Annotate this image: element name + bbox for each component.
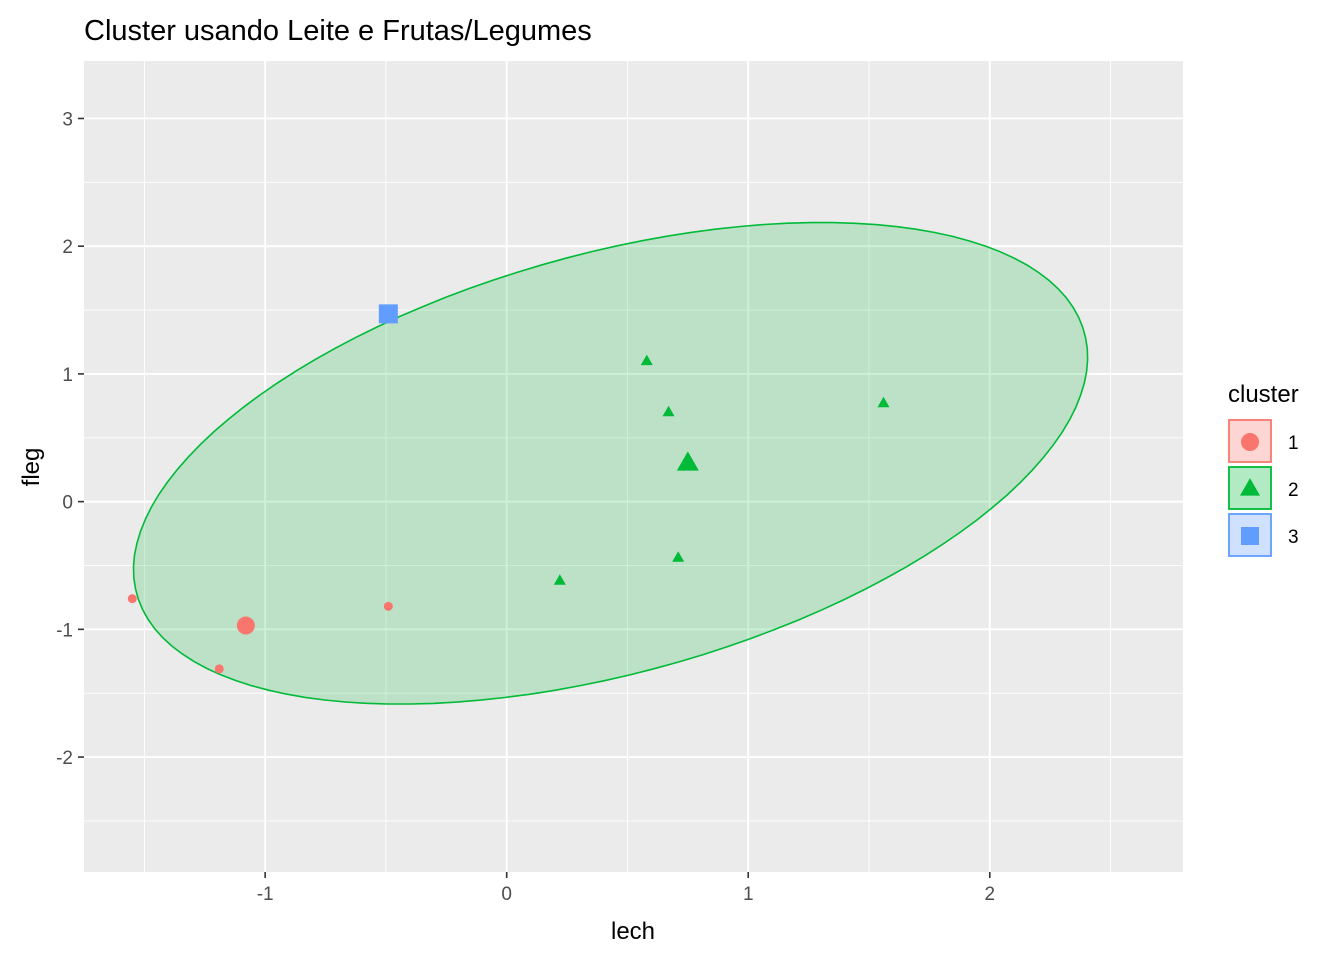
plot-panel bbox=[84, 61, 1183, 872]
x-axis-title: lech bbox=[611, 918, 655, 945]
legend-label: 1 bbox=[1288, 433, 1299, 454]
minor-gridlines bbox=[84, 61, 1183, 872]
legend-item-3: 3 bbox=[1228, 513, 1299, 557]
legend-label: 3 bbox=[1288, 527, 1299, 548]
data-points bbox=[127, 304, 890, 674]
x-axis-ticks: -1 0 1 2 bbox=[257, 872, 995, 905]
point-cluster-2 bbox=[553, 574, 566, 585]
x-tick-label: 2 bbox=[984, 884, 995, 905]
y-axis-ticks: -2 -1 0 1 2 3 bbox=[56, 109, 84, 769]
y-axis-title: fleg bbox=[18, 448, 45, 487]
legend-item-2: 2 bbox=[1228, 466, 1299, 510]
legend-circle-icon bbox=[1241, 433, 1259, 451]
legend-square-icon bbox=[1241, 527, 1259, 545]
point-cluster-2 bbox=[662, 405, 675, 417]
y-tick-label: 2 bbox=[62, 237, 73, 258]
point-cluster-2 bbox=[640, 354, 653, 366]
legend-item-1: 1 bbox=[1228, 419, 1299, 463]
legend-label: 2 bbox=[1288, 480, 1299, 501]
y-tick-label: 3 bbox=[62, 109, 73, 130]
x-tick-label: 0 bbox=[501, 884, 512, 905]
point-cluster-1 bbox=[383, 601, 393, 611]
y-tick-label: 1 bbox=[62, 365, 73, 386]
legend-triangle-icon bbox=[1240, 478, 1260, 496]
x-tick-label: -1 bbox=[257, 884, 274, 905]
cluster-ellipse-2 bbox=[132, 221, 1089, 705]
cluster-ellipses bbox=[132, 221, 1089, 705]
y-tick-label: 0 bbox=[62, 493, 73, 514]
y-tick-label: -1 bbox=[56, 620, 73, 641]
point-cluster-1 bbox=[214, 664, 224, 674]
legend-title: cluster bbox=[1228, 381, 1299, 408]
point-cluster-2 bbox=[877, 396, 890, 408]
point-cluster-1 bbox=[127, 594, 137, 604]
x-tick-label: 1 bbox=[743, 884, 754, 905]
legend-key-box bbox=[1228, 513, 1272, 557]
major-gridlines bbox=[84, 61, 1183, 872]
centroid-cluster-2 bbox=[676, 451, 699, 471]
centroid-cluster-1 bbox=[236, 616, 255, 635]
y-tick-label: -2 bbox=[56, 748, 73, 769]
centroid-cluster-3 bbox=[378, 304, 398, 324]
chart-title: Cluster usando Leite e Frutas/Legumes bbox=[84, 15, 592, 47]
point-cluster-2 bbox=[672, 551, 685, 562]
legend: cluster 1 2 3 bbox=[1228, 381, 1299, 557]
